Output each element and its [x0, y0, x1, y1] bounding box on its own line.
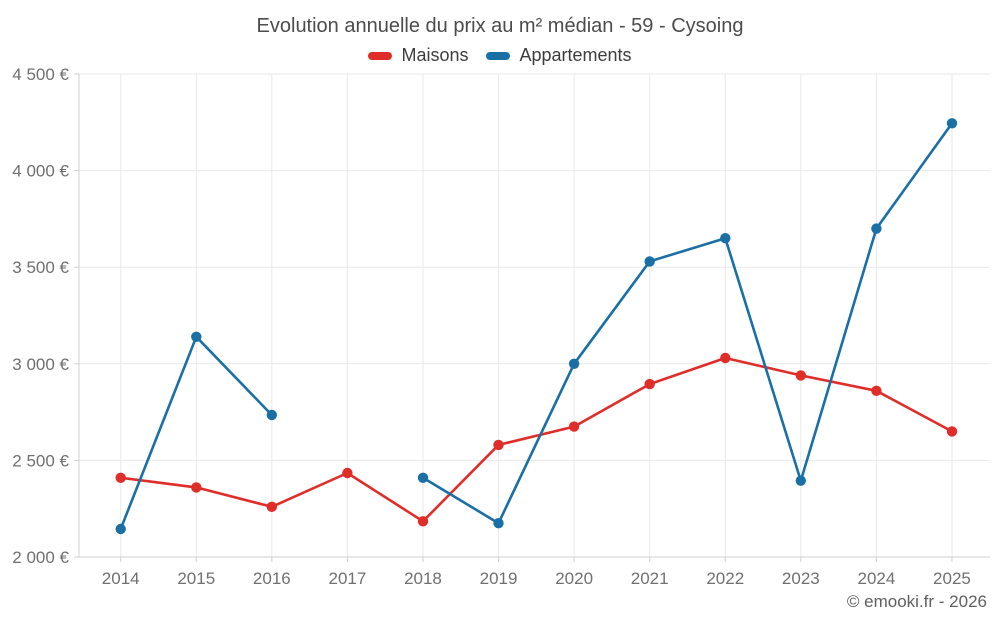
appartements-point-2018[interactable] [417, 472, 429, 483]
appartements-point-2024[interactable] [871, 223, 882, 234]
maisons-point-2020[interactable] [568, 421, 580, 432]
appartements-point-2022[interactable] [720, 233, 731, 244]
appartements-series [115, 118, 958, 535]
x-axis-label-2025: 2025 [933, 569, 971, 588]
x-axis-label-2022: 2022 [706, 569, 744, 588]
y-axis-label-2000: 2 000 € [12, 548, 69, 567]
chart-legend: Maisons Appartements [0, 45, 1000, 66]
y-axis-label-4000: 4 000 € [12, 162, 69, 181]
maisons-point-2015[interactable] [191, 482, 202, 493]
x-axis-label-2014: 2014 [102, 569, 140, 588]
maisons-line [119, 356, 954, 523]
appartements-point-2021[interactable] [644, 256, 655, 267]
maisons-legend-label: Maisons [401, 45, 469, 65]
appartements-point-2023[interactable] [795, 475, 806, 486]
y-axis-label-3500: 3 500 € [12, 258, 69, 277]
appartements-point-2020[interactable] [568, 358, 580, 369]
appartements-line [421, 122, 954, 525]
x-axis-label-2015: 2015 [177, 569, 215, 588]
y-gridlines-and-labels: 2 000 € 2 500 € 3 000 € 3 500 € 4 000 € 4 500… [12, 65, 990, 567]
maisons-point-2022[interactable] [720, 352, 731, 364]
y-axis-label-4500: 4 500 € [12, 65, 69, 84]
maisons-point-2025[interactable] [946, 426, 958, 437]
x-axis-label-2024: 2024 [857, 569, 895, 588]
appartements-legend-label: Appartements [519, 45, 632, 65]
x-gridlines-and-labels: 2014 2015 2016 2017 2018 2019 2020 2021 2022 2023… [102, 74, 971, 588]
maisons-point-2023[interactable] [795, 370, 806, 381]
legend-item-appartements[interactable]: Appartements [486, 45, 632, 66]
x-axis-label-2021: 2021 [631, 569, 669, 588]
appartements-point-2025[interactable] [946, 118, 958, 129]
x-axis-label-2018: 2018 [404, 569, 442, 588]
maisons-point-2014[interactable] [115, 472, 126, 483]
y-axis-label-3000: 3 000 € [12, 355, 69, 374]
x-axis-label-2017: 2017 [328, 569, 366, 588]
x-axis-label-2023: 2023 [782, 569, 820, 588]
appartements-point-2016[interactable] [266, 409, 277, 421]
maisons-point-2021[interactable] [644, 378, 655, 390]
chart-title: Evolution annuelle du prix au m² médian … [256, 15, 744, 37]
maisons-series [115, 352, 958, 527]
legend-item-maisons[interactable]: Maisons [368, 45, 468, 66]
x-axis-label-2019: 2019 [480, 569, 518, 588]
x-axis-label-2020: 2020 [555, 569, 593, 588]
maisons-point-2019[interactable] [493, 439, 504, 451]
x-axis-label-2016: 2016 [253, 569, 291, 588]
appartements-point-2019[interactable] [493, 518, 504, 529]
maisons-point-2016[interactable] [266, 501, 277, 512]
appartements-point-2015[interactable] [191, 331, 202, 342]
y-axis-label-2500: 2 500 € [12, 451, 69, 470]
maisons-point-2017[interactable] [342, 467, 353, 479]
maisons-point-2024[interactable] [871, 385, 882, 396]
maisons-swatch-icon [368, 51, 393, 60]
credits-link[interactable]: © emooki.fr - 2026 [846, 592, 987, 611]
maisons-point-2018[interactable] [417, 516, 429, 527]
appartements-point-2014[interactable] [115, 523, 126, 535]
appartements-swatch-icon [486, 51, 511, 60]
